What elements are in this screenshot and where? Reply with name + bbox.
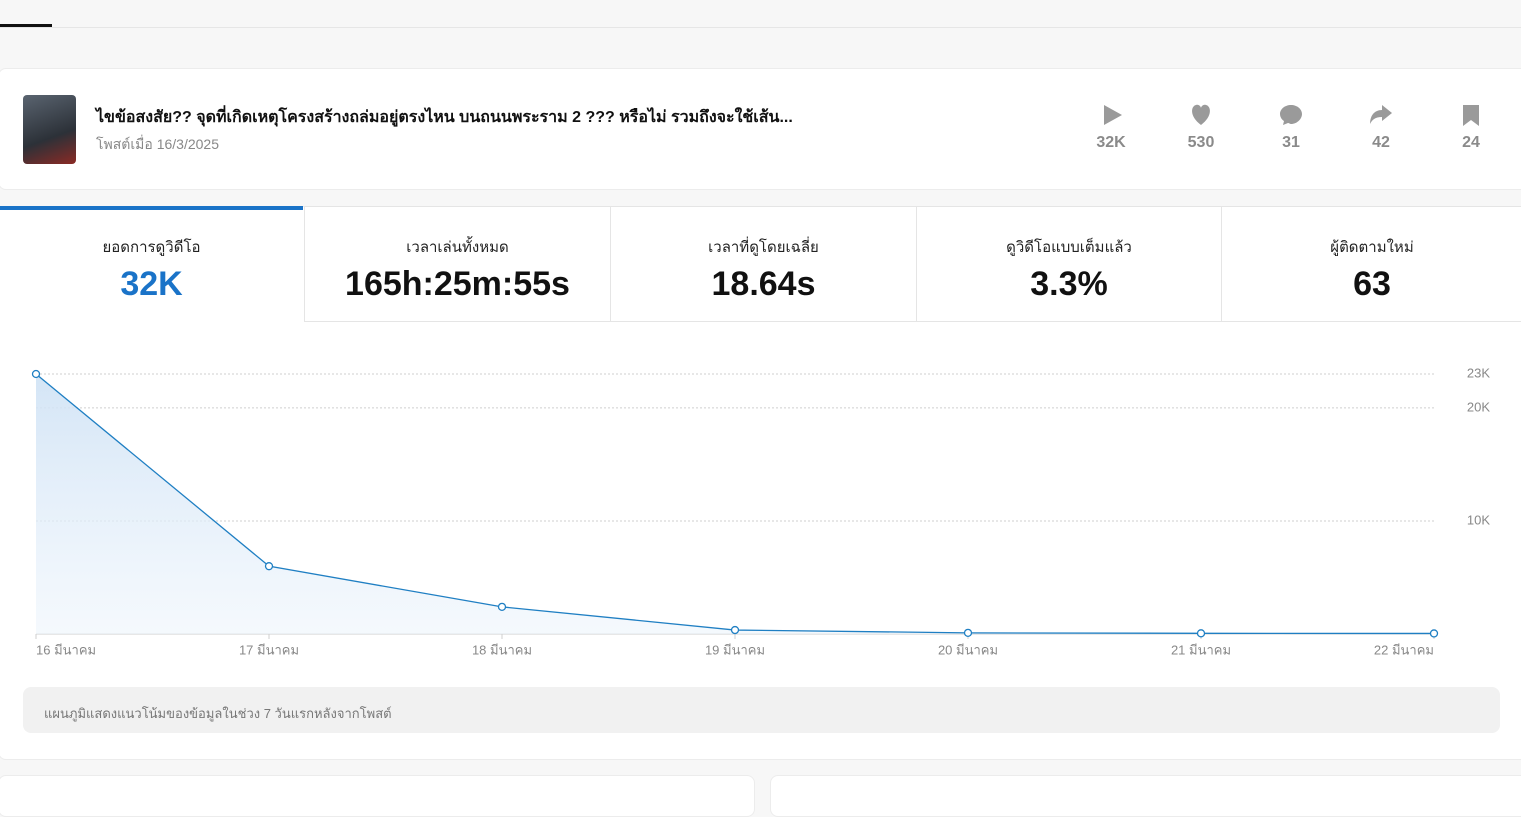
- active-tab-indicator: [0, 24, 52, 27]
- metric-label: ยอดการดูวิดีโอ: [102, 239, 201, 256]
- chart-note: แผนภูมิแสดงแนวโน้มของข้อมูลในช่วง 7 วันแ…: [44, 706, 392, 721]
- metric-label: ดูวิดีโอแบบเต็มแล้ว: [1006, 239, 1132, 256]
- saves-count: 24: [1462, 134, 1480, 151]
- x-tick-label: 20 มีนาคม: [938, 642, 998, 657]
- point: [497, 602, 507, 612]
- like-icon: [1192, 104, 1210, 125]
- y-tick-label: 20K: [1467, 399, 1490, 414]
- views-count: 32K: [1096, 134, 1126, 151]
- x-tick-label: 21 มีนาคม: [1171, 642, 1231, 657]
- comment-icon: [1280, 105, 1302, 125]
- x-tick-label: 22 มีนาคม: [1374, 642, 1434, 657]
- area: [36, 374, 1434, 634]
- point: [31, 369, 41, 379]
- metric-label: เวลาเล่นทั้งหมด: [406, 239, 509, 256]
- metric-label: เวลาที่ดูโดยเฉลี่ย: [708, 239, 819, 256]
- metric-value: 18.64s: [711, 265, 816, 303]
- metric-value: 32K: [120, 265, 183, 303]
- chart: 23K 20K 10K 16 มีนาคม 17 มีนาคม 18 มีนาคม 19 ม…: [31, 365, 1490, 657]
- note-box: [23, 687, 1500, 733]
- point: [264, 562, 274, 571]
- metric-tab[interactable]: เวลาเล่นทั้งหมด 165h:25m:55s: [304, 206, 610, 322]
- x-tick-label: 16 มีนาคม: [36, 642, 96, 657]
- x-tick-label: 18 มีนาคม: [472, 642, 532, 657]
- play-icon: [1104, 105, 1122, 125]
- comments-count: 31: [1282, 134, 1300, 151]
- bottom-card-left: [0, 775, 755, 817]
- point: [963, 628, 973, 638]
- metric-tab[interactable]: ดูวิดีโอแบบเต็มแล้ว 3.3%: [916, 206, 1221, 322]
- point: [730, 625, 740, 635]
- point: [1429, 629, 1439, 638]
- metric-tab[interactable]: เวลาที่ดูโดยเฉลี่ย 18.64s: [610, 206, 916, 322]
- metric-value: 63: [1353, 265, 1391, 303]
- post-card: [0, 68, 1521, 190]
- x-tick-label: 19 มีนาคม: [705, 642, 765, 657]
- metric-label: ผู้ติดตามใหม่: [1330, 239, 1414, 256]
- bottom-card-right: [770, 775, 1521, 817]
- share-icon: [1370, 105, 1392, 124]
- metric-tab[interactable]: ผู้ติดตามใหม่ 63: [1221, 206, 1521, 322]
- point: [1196, 629, 1206, 638]
- bookmark-icon: [1463, 105, 1479, 126]
- stat-icons: [1104, 104, 1479, 126]
- post-date: โพสต์เมื่อ 16/3/2025: [96, 136, 219, 152]
- y-tick-label: 10K: [1467, 512, 1490, 527]
- metric-tab[interactable]: ยอดการดูวิดีโอ 32K: [0, 206, 303, 320]
- likes-count: 530: [1187, 134, 1215, 151]
- metric-value: 165h:25m:55s: [345, 265, 570, 303]
- metric-value: 3.3%: [1030, 265, 1108, 303]
- y-tick-label: 23K: [1467, 365, 1490, 380]
- x-tick-label: 17 มีนาคม: [239, 642, 299, 657]
- post-title[interactable]: ไขข้อสงสัย?? จุดที่เกิดเหตุโครงสร้างถล่ม…: [96, 109, 793, 126]
- post-thumbnail[interactable]: [23, 95, 76, 164]
- shares-count: 42: [1372, 134, 1390, 151]
- top-bar: [0, 0, 1521, 28]
